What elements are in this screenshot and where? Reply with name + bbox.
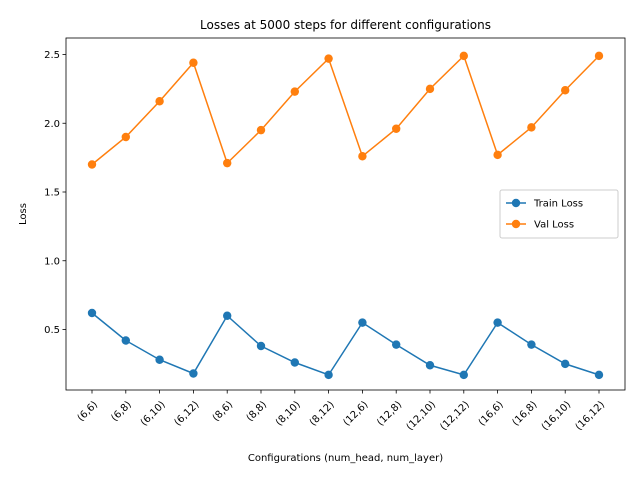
x-tick-label: (16,8) [510, 399, 539, 428]
data-point [561, 359, 570, 369]
data-point [324, 54, 333, 63]
legend-label: Val Loss [534, 220, 574, 231]
x-tick-label: (8,6) [211, 399, 236, 424]
x-axis-label: Configurations (num_head, num_layer) [248, 453, 443, 464]
x-tick-label: (12,10) [405, 399, 439, 433]
plot-area [65, 37, 626, 391]
y-axis-label: Loss [18, 203, 29, 225]
x-tick-label: (6,8) [109, 399, 134, 424]
data-point [223, 311, 232, 320]
legend: Train Loss Val Loss [499, 189, 619, 239]
data-point [527, 340, 536, 349]
x-tick-label: (6,12) [172, 399, 201, 428]
data-point [358, 152, 367, 161]
data-point [189, 58, 198, 67]
data-point [324, 370, 333, 380]
data-point [358, 318, 367, 327]
legend-marker [511, 198, 521, 208]
data-point [155, 355, 164, 364]
series-line [91, 54, 600, 166]
data-point [425, 361, 435, 370]
data-point [425, 84, 435, 94]
data-point [121, 336, 130, 345]
legend-marker [511, 219, 521, 229]
chart-title: Losses at 5000 steps for different confi… [200, 18, 491, 32]
series-layer [87, 51, 604, 380]
x-tick-label: (8,12) [308, 399, 337, 428]
data-point [561, 86, 570, 95]
data-point [594, 370, 604, 380]
y-tick-label: 1.0 [44, 256, 60, 267]
data-point [256, 341, 266, 351]
x-tick-label: (12,8) [375, 399, 404, 428]
series-line [91, 312, 600, 376]
data-point [392, 340, 401, 349]
x-axis: (6,6) (6,8) (6,10) (6,12) (8,6) (8,8) (8,10) (8… [76, 390, 608, 433]
y-tick-label: 1.5 [44, 188, 60, 199]
data-point [256, 125, 266, 135]
data-point [87, 160, 97, 169]
data-point [392, 124, 401, 133]
x-tick-label: (16,12) [574, 399, 608, 433]
x-tick-label: (8,10) [274, 399, 303, 428]
data-point [189, 369, 198, 378]
series-val-loss [87, 51, 604, 169]
data-point [527, 123, 536, 132]
y-tick-label: 0.5 [44, 325, 60, 336]
y-tick-label: 2.0 [44, 119, 60, 130]
x-tick-label: (6,10) [139, 399, 168, 428]
data-point [87, 308, 97, 318]
data-point [290, 358, 299, 367]
y-axis: 0.5 1.0 1.5 2.0 2.5 [44, 50, 66, 336]
legend-label: Train Loss [533, 199, 583, 210]
x-tick-label: (16,10) [540, 399, 574, 433]
data-point [155, 97, 164, 106]
x-tick-label: (12,6) [341, 399, 370, 428]
data-point [493, 150, 502, 160]
data-point [594, 51, 604, 61]
data-point [459, 370, 468, 380]
data-point [290, 87, 299, 96]
legend-frame [499, 189, 619, 239]
x-tick-label: (6,6) [76, 399, 101, 424]
x-tick-label: (8,8) [245, 399, 270, 424]
data-point [493, 318, 502, 327]
x-tick-label: (16,6) [477, 399, 506, 428]
series-train-loss [87, 308, 604, 380]
y-tick-label: 2.5 [44, 50, 60, 61]
data-point [121, 132, 130, 142]
x-tick-label: (12,12) [438, 399, 472, 433]
data-point [223, 158, 232, 168]
data-point [459, 51, 468, 61]
